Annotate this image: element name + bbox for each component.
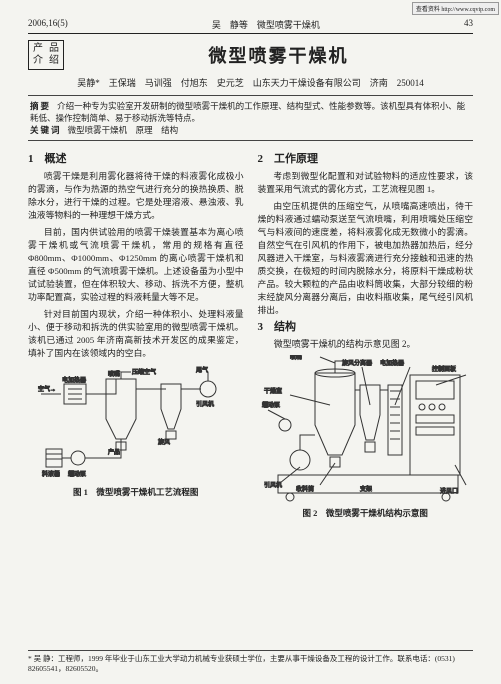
svg-text:空气→: 空气→: [38, 385, 56, 393]
badge-char: 品: [49, 43, 59, 55]
abstract-text: 介绍一种专为实验室开发研制的微型喷雾干燥机的工作原理、结构型式、性能参数等。该机…: [30, 101, 465, 123]
svg-text:电加热器: 电加热器: [62, 376, 86, 384]
svg-text:产品: 产品: [108, 448, 120, 456]
figure-2: 喷嘴 控制面板 电加热器 干燥室 旋风分离器 收料筒 引风机 蠕动泵 进风口 支…: [258, 355, 474, 520]
svg-text:收料筒: 收料筒: [296, 485, 314, 493]
section-badge: 产 品 介 绍: [28, 40, 64, 70]
figure-1: 空气→ 压缩空气: [28, 364, 244, 499]
svg-text:支架: 支架: [360, 485, 372, 493]
abstract-label: 摘要: [30, 101, 51, 111]
svg-text:干燥室: 干燥室: [264, 387, 282, 395]
authors: 吴静* 王保瑞 马训强 付旭东 史元芝 山东天力干燥设备有限公司 济南 2500…: [28, 76, 473, 89]
running-header: 2006,16(5) 吴 静等 微型喷雾干燥机 43: [28, 18, 473, 34]
section-heading: 3 结构: [258, 321, 474, 334]
svg-text:引风机: 引风机: [196, 400, 214, 408]
figure-caption: 图 1 微型喷雾干燥机工艺流程图: [28, 486, 244, 499]
section-heading: 2 工作原理: [258, 153, 474, 166]
paragraph: 考虑到微型化配置和对试验物料的适应性要求，该装置采用气流式的雾化方式，工艺流程见…: [258, 170, 474, 196]
page: 查看资料 http://www.cqvip.com 2006,16(5) 吴 静…: [0, 0, 501, 684]
paragraph: 微型喷雾干燥机的结构示意见图 2。: [258, 338, 474, 351]
figure-caption: 图 2 微型喷雾干燥机结构示意图: [258, 507, 474, 520]
svg-text:控制面板: 控制面板: [432, 365, 456, 373]
running-title: 吴 静等 微型喷雾干燥机: [212, 18, 320, 31]
keywords-label: 关键词: [30, 125, 62, 135]
svg-text:旋风: 旋风: [158, 438, 170, 446]
title-row: 产 品 介 绍 微型喷雾干燥机: [28, 40, 473, 70]
svg-text:尾气: 尾气: [196, 366, 208, 374]
issue: 2006,16(5): [28, 18, 68, 31]
process-diagram-icon: 空气→ 压缩空气: [36, 364, 236, 484]
abstract-box: 摘要 介绍一种专为实验室开发研制的微型喷雾干燥机的工作原理、结构型式、性能参数等…: [28, 95, 473, 141]
paragraph: 针对目前国内现状，介绍一种体积小、处理料液量小、便于移动和拆洗的供实验室用的微型…: [28, 308, 244, 360]
columns: 1 概述 喷雾干燥是利用雾化器将待干燥的料液雾化成极小的雾滴，与作为热源的热空气…: [28, 149, 473, 520]
paragraph: 喷雾干燥是利用雾化器将待干燥的料液雾化成极小的雾滴，与作为热源的热空气进行充分的…: [28, 170, 244, 222]
svg-text:进风口: 进风口: [440, 487, 458, 495]
paragraph: 由空压机提供的压缩空气，从喷嘴高速喷出，待干燥的料液通过蠕动泵送至气流喷嘴，利用…: [258, 200, 474, 317]
svg-text:蠕动泵: 蠕动泵: [262, 401, 280, 409]
left-column: 1 概述 喷雾干燥是利用雾化器将待干燥的料液雾化成极小的雾滴，与作为热源的热空气…: [28, 149, 244, 520]
structure-diagram-icon: 喷嘴 控制面板 电加热器 干燥室 旋风分离器 收料筒 引风机 蠕动泵 进风口 支…: [260, 355, 470, 505]
right-column: 2 工作原理 考虑到微型化配置和对试验物料的适应性要求，该装置采用气流式的雾化方…: [258, 149, 474, 520]
badge-char: 产: [33, 43, 43, 55]
footnote: * 吴 静：工程师，1999 年毕业于山东工业大学动力机械专业获硕士学位，主要从…: [28, 650, 473, 674]
svg-text:喷嘴: 喷嘴: [108, 370, 120, 378]
svg-text:料液桶: 料液桶: [42, 470, 60, 478]
keywords-text: 微型喷雾干燥机 原理 结构: [68, 125, 179, 135]
svg-text:喷嘴: 喷嘴: [290, 355, 302, 361]
page-number: 43: [464, 18, 473, 31]
svg-text:蠕动泵: 蠕动泵: [68, 470, 86, 478]
badge-char: 绍: [49, 55, 59, 67]
svg-text:压缩空气: 压缩空气: [132, 368, 156, 376]
svg-text:引风机: 引风机: [264, 481, 282, 489]
badge-char: 介: [33, 55, 43, 67]
article-title: 微型喷雾干燥机: [209, 42, 349, 68]
svg-text:电加热器: 电加热器: [380, 359, 404, 367]
source-tag: 查看资料 http://www.cqvip.com: [412, 2, 499, 15]
svg-text:旋风分离器: 旋风分离器: [342, 359, 372, 367]
section-heading: 1 概述: [28, 153, 244, 166]
paragraph: 目前，国内供试验用的喷雾干燥装置基本为离心喷雾干燥机或气流喷雾干燥机，常用的规格…: [28, 226, 244, 304]
